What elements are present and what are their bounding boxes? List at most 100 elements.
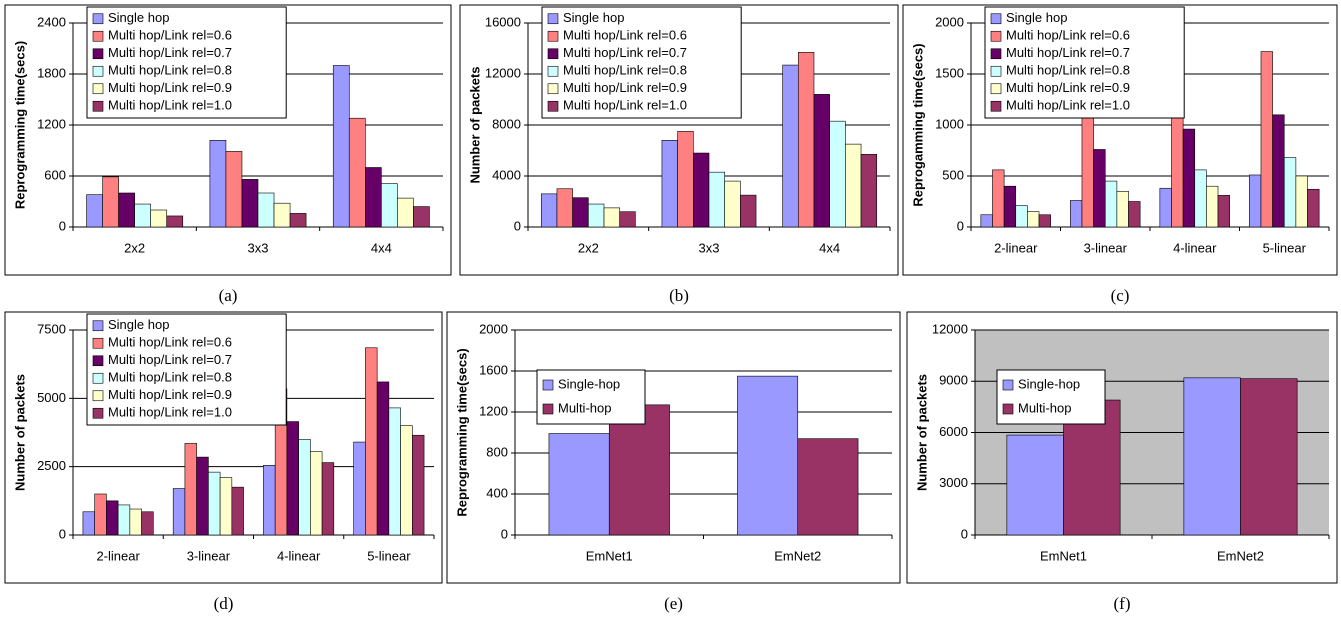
bar (388, 407, 401, 536)
legend-label: Multi hop/Link rel=0.8 (108, 370, 232, 385)
y-tick-label: 0 (957, 218, 964, 233)
bar (813, 94, 830, 228)
bar (86, 194, 103, 228)
bar (1027, 211, 1040, 228)
bar (134, 203, 152, 228)
bar (740, 194, 757, 228)
bar (106, 500, 119, 536)
y-tick-label: 12000 (932, 321, 968, 336)
bar (588, 203, 605, 228)
y-tick-label: 1600 (479, 362, 508, 377)
bar (397, 197, 414, 228)
y-tick-label: 0 (961, 526, 968, 541)
legend-box (86, 6, 287, 119)
x-tick-label: EmNet2 (774, 548, 821, 563)
x-tick-label: EmNet2 (1217, 548, 1264, 563)
legend-swatch (547, 48, 559, 60)
legend-swatch (990, 83, 1002, 95)
y-tick-label: 500 (942, 167, 964, 182)
legend-label: Multi hop/Link rel=0.9 (563, 80, 687, 95)
legend-swatch (92, 83, 104, 95)
bar (332, 65, 350, 228)
bar (1081, 116, 1094, 228)
legend-label: Single-hop (1018, 376, 1080, 391)
bar (273, 202, 291, 228)
bar (102, 176, 119, 228)
panel-caption: (e) (664, 594, 683, 613)
legend-swatch (92, 407, 104, 419)
bar (1093, 149, 1106, 228)
panel-caption: (b) (669, 286, 689, 305)
bar (724, 180, 741, 228)
legend-swatch (547, 100, 559, 112)
legend-label: Multi hop/Link rel=0.9 (108, 387, 232, 402)
x-tick-label: EmNet1 (1040, 548, 1087, 563)
bar (364, 167, 382, 228)
legend-label: Single hop (108, 10, 169, 25)
bar (708, 171, 725, 228)
y-tick-label: 0 (59, 526, 66, 541)
bar (82, 511, 95, 536)
bar (219, 477, 233, 536)
y-tick-label: 2000 (935, 14, 964, 29)
bar (381, 183, 398, 228)
y-axis-label: Number of packets (467, 66, 482, 183)
bar (1104, 180, 1118, 228)
legend-swatch (1002, 379, 1014, 391)
y-tick-label: 800 (486, 444, 508, 459)
y-tick-label: 0 (514, 218, 521, 233)
x-tick-label: 5-linear (367, 548, 411, 563)
bar (166, 215, 184, 228)
legend-label: Multi hop/Link rel=0.9 (108, 80, 232, 95)
bar (412, 434, 425, 536)
x-tick-label: 4-linear (277, 548, 321, 563)
panel-caption: (c) (1111, 286, 1130, 305)
bar (1295, 175, 1308, 228)
bar (603, 207, 621, 228)
bar (225, 151, 243, 228)
legend-label: Single-hop (558, 376, 620, 391)
bar (231, 486, 244, 536)
bar (1307, 188, 1320, 228)
y-tick-label: 5000 (37, 390, 66, 405)
legend-swatch (990, 65, 1002, 77)
legend-label: Single hop (563, 10, 624, 25)
bar (845, 143, 862, 228)
bar (1217, 195, 1230, 228)
y-axis-label: Reprogramming time(secs) (454, 348, 469, 516)
bar (400, 425, 413, 536)
bar (353, 441, 366, 536)
y-tick-label: 1000 (935, 116, 964, 131)
bar (737, 375, 799, 536)
y-tick-label: 8000 (492, 116, 521, 131)
bar (782, 64, 799, 228)
bar (548, 433, 610, 536)
legend-swatch (92, 13, 104, 25)
bar (263, 464, 276, 536)
x-tick-label: EmNet1 (586, 548, 633, 563)
bar (1206, 185, 1219, 228)
bar (1249, 174, 1262, 228)
legend-swatch (542, 379, 554, 391)
bar (556, 188, 573, 228)
y-tick-label: 400 (486, 485, 508, 500)
y-axis-label: Reprogamming time(secs) (910, 43, 925, 206)
bar (572, 197, 589, 228)
legend-swatch (990, 48, 1002, 60)
legend-swatch (990, 100, 1002, 112)
legend-swatch (92, 320, 104, 332)
legend-box (541, 6, 742, 119)
legend-swatch (547, 83, 559, 95)
bar (1272, 114, 1285, 228)
legend-label: Multi hop/Link rel=1.0 (1006, 98, 1130, 113)
bar (661, 140, 678, 228)
bar (196, 456, 209, 536)
legend-box (86, 313, 287, 426)
y-tick-label: 3000 (939, 475, 968, 490)
y-tick-label: 1500 (935, 65, 964, 80)
x-tick-label: 3-linear (1084, 240, 1128, 255)
bar (1128, 201, 1141, 228)
legend-label: Multi-hop (1018, 400, 1071, 415)
y-tick-label: 0 (59, 218, 66, 233)
